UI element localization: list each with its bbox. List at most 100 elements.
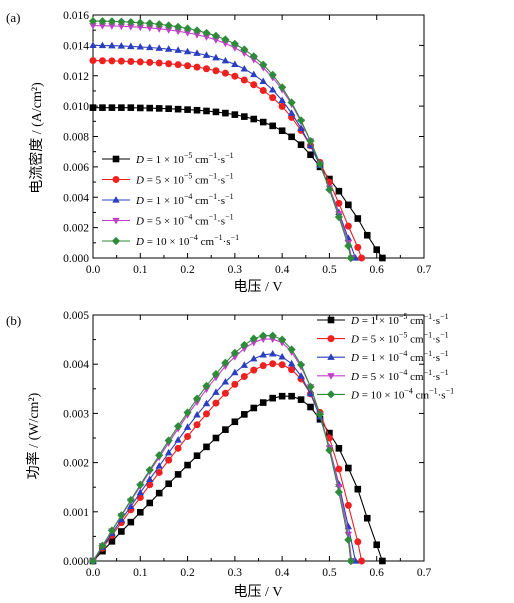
series-5-point	[211, 369, 221, 379]
series-5-point	[278, 83, 287, 92]
x-tick-label: 0.0	[86, 264, 101, 276]
series-2-point	[335, 465, 343, 473]
series-4-point	[221, 40, 230, 48]
series-2-point	[221, 389, 229, 397]
legend-item-4: D = 5 × 10−4 cm−1·s−1	[317, 368, 449, 383]
legend-marker	[112, 176, 120, 183]
series-2-point	[259, 86, 267, 94]
series-3-point	[202, 51, 211, 58]
series-3-point	[240, 65, 249, 72]
series-1-point	[155, 489, 163, 497]
series-5-point	[183, 24, 192, 33]
series-2-point	[240, 76, 248, 84]
series-1-point	[212, 108, 220, 116]
series-2-point	[344, 222, 352, 230]
series-3-point	[287, 359, 296, 367]
series-5-point	[221, 358, 230, 367]
y-tick-label: 0.002	[63, 223, 89, 235]
series-1-point	[155, 105, 163, 112]
series-1-point	[288, 392, 295, 400]
legend-item-3: D = 1 × 10−4 cm−1·s−1	[317, 349, 449, 364]
series-5-point	[230, 39, 239, 48]
x-tick-label: 0.6	[370, 264, 385, 276]
series-3-point	[240, 361, 249, 368]
x-tick-label: 0.2	[180, 264, 195, 276]
series-1-point	[231, 418, 239, 426]
series-2-point	[193, 63, 201, 71]
legend-label: D = 10 × 10−4 cm−1·s−1	[135, 233, 239, 248]
series-1-point	[212, 434, 220, 442]
series-5-point	[334, 488, 343, 497]
series-3-point	[164, 45, 173, 52]
series-2-point	[344, 501, 352, 509]
series-1-point	[222, 109, 229, 117]
series-5-point	[107, 17, 117, 26]
series-3-point	[174, 436, 182, 443]
series-5-point	[315, 410, 325, 419]
series-4-point	[183, 30, 192, 37]
series-5-point	[346, 253, 355, 263]
series-2-point	[278, 361, 286, 369]
legend-marker	[327, 353, 335, 360]
series-4-point	[155, 26, 163, 33]
series-1-point	[184, 461, 191, 469]
legend-item-3: D = 1 × 10−4 cm−1·s−1	[102, 192, 234, 207]
series-5-point	[325, 185, 334, 194]
y-tick-label: 0.001	[63, 507, 89, 519]
series-2-point	[250, 366, 258, 374]
series-1-point	[363, 231, 371, 239]
series-2-point	[127, 57, 135, 65]
series-5-point	[315, 159, 325, 168]
legend-label: D = 5 × 10−4 cm−1·s−1	[350, 368, 449, 383]
x-tick-label: 0.2	[180, 567, 195, 579]
series-5-point	[287, 345, 296, 354]
series-2-point	[354, 538, 362, 546]
series-5-point	[117, 511, 126, 520]
series-1-point	[241, 113, 248, 120]
series-4-point	[164, 27, 173, 34]
series-1-point	[136, 104, 144, 112]
series-3-point	[259, 77, 267, 85]
series-3-point	[146, 43, 154, 51]
series-3-point	[259, 350, 267, 358]
series-3-point	[183, 423, 192, 430]
series-1-point	[354, 485, 362, 493]
series-3-point	[155, 44, 163, 51]
series-3-point	[136, 488, 144, 496]
series-4-point	[231, 45, 239, 52]
series-1-point	[250, 115, 258, 123]
series-5-point	[174, 22, 183, 31]
y-tick-label: 0.014	[63, 40, 89, 52]
series-1-point	[174, 105, 182, 113]
series-5-point	[344, 535, 353, 544]
series-5-point	[296, 360, 306, 369]
series-3-point	[127, 42, 135, 50]
series-2-point	[202, 410, 210, 418]
series-5-point	[211, 31, 221, 40]
series-3-point	[250, 70, 258, 78]
series-3-point	[297, 124, 305, 131]
series-5-point	[98, 17, 107, 26]
series-3-point	[183, 47, 192, 55]
series-2-point	[212, 399, 220, 407]
x-tick-label: 0.0	[86, 567, 101, 579]
series-1-point	[89, 104, 97, 111]
series-2-point	[98, 57, 106, 65]
series-2-point	[193, 421, 201, 429]
series-2-point	[259, 362, 267, 370]
series-5-point	[259, 331, 268, 340]
series-5-point	[268, 70, 277, 79]
series-1-point	[307, 403, 314, 411]
series-2	[89, 57, 366, 262]
series-1-point	[335, 187, 343, 195]
series-1-point	[108, 104, 116, 111]
series-5-point	[155, 20, 164, 29]
legend-label: D = 1 × 10−4 cm−1·s−1	[350, 349, 449, 364]
series-1-point	[379, 254, 386, 262]
x-tick-label: 0.6	[370, 567, 385, 579]
series-3-point	[202, 399, 211, 407]
series-5-point	[249, 52, 258, 61]
series-3-point	[108, 41, 116, 49]
series-1-point	[259, 399, 267, 406]
series-4-point	[344, 531, 353, 539]
